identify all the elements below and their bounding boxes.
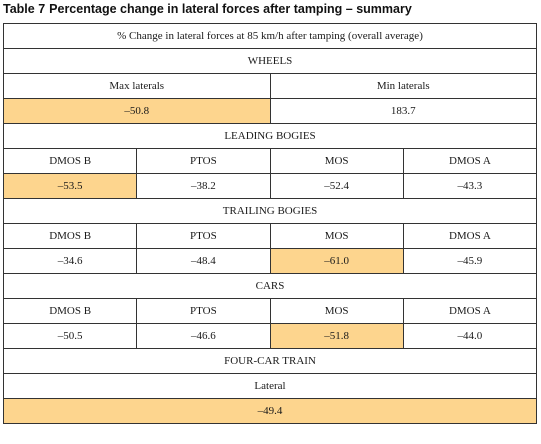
cars-value-ptos: –46.6	[136, 323, 271, 349]
wheels-value-min-laterals: 183.7	[269, 98, 537, 124]
trailing-col-dmos-b: DMOS B	[2, 223, 138, 249]
wheels-values-row: –50.8 183.7	[3, 98, 537, 124]
leading-value-mos: –52.4	[269, 173, 404, 199]
trailing-value-mos: –61.0	[269, 248, 404, 274]
table-header-cell: % Change in lateral forces at 85 km/h af…	[3, 23, 537, 49]
four-car-train-column-row: Lateral	[3, 373, 537, 399]
trailing-bogies-columns-row: DMOS B PTOS MOS DMOS A	[2, 223, 538, 249]
wheels-col-max-laterals: Max laterals	[3, 73, 271, 99]
wheels-heading-row: WHEELS	[3, 48, 537, 74]
cars-value-mos: –51.8	[269, 323, 404, 349]
cars-value-dmos-b: –50.5	[2, 323, 138, 349]
four-car-train-heading-row: FOUR-CAR TRAIN	[3, 348, 537, 374]
leading-col-mos: MOS	[269, 148, 404, 174]
cars-heading-row: CARS	[3, 273, 537, 299]
trailing-col-ptos: PTOS	[136, 223, 271, 249]
four-car-train-heading: FOUR-CAR TRAIN	[3, 348, 537, 374]
table-header-row: % Change in lateral forces at 85 km/h af…	[3, 23, 537, 49]
four-car-train-value-row: –49.4	[3, 398, 537, 424]
leading-bogies-columns-row: DMOS B PTOS MOS DMOS A	[2, 148, 538, 174]
trailing-value-dmos-a: –45.9	[402, 248, 538, 274]
wheels-columns-row: Max laterals Min laterals	[3, 73, 537, 99]
cars-heading: CARS	[3, 273, 537, 299]
wheels-col-min-laterals: Min laterals	[269, 73, 537, 99]
cars-col-mos: MOS	[269, 298, 404, 324]
trailing-col-dmos-a: DMOS A	[402, 223, 538, 249]
leading-bogies-heading-row: LEADING BOGIES	[3, 123, 537, 149]
trailing-value-ptos: –48.4	[136, 248, 271, 274]
leading-col-ptos: PTOS	[136, 148, 271, 174]
leading-col-dmos-a: DMOS A	[402, 148, 538, 174]
table-number: Table 7	[3, 2, 46, 16]
leading-value-dmos-a: –43.3	[402, 173, 538, 199]
cars-value-dmos-a: –44.0	[402, 323, 538, 349]
four-car-train-col-lateral: Lateral	[3, 373, 537, 399]
trailing-bogies-heading: TRAILING BOGIES	[3, 198, 537, 224]
summary-table: % Change in lateral forces at 85 km/h af…	[2, 23, 538, 424]
trailing-bogies-values-row: –34.6 –48.4 –61.0 –45.9	[2, 248, 538, 274]
wheels-value-max-laterals: –50.8	[3, 98, 271, 124]
trailing-col-mos: MOS	[269, 223, 404, 249]
wheels-heading: WHEELS	[3, 48, 537, 74]
four-car-train-value-lateral: –49.4	[3, 398, 537, 424]
leading-value-ptos: –38.2	[136, 173, 271, 199]
cars-col-dmos-a: DMOS A	[402, 298, 538, 324]
table-title: Percentage change in lateral forces afte…	[49, 2, 412, 16]
cars-col-dmos-b: DMOS B	[2, 298, 138, 324]
leading-col-dmos-b: DMOS B	[2, 148, 138, 174]
cars-col-ptos: PTOS	[136, 298, 271, 324]
trailing-value-dmos-b: –34.6	[2, 248, 138, 274]
cars-columns-row: DMOS B PTOS MOS DMOS A	[2, 298, 538, 324]
table-caption: Table 7 Percentage change in lateral forc…	[3, 2, 412, 16]
leading-bogies-values-row: –53.5 –38.2 –52.4 –43.3	[2, 173, 538, 199]
leading-value-dmos-b: –53.5	[2, 173, 138, 199]
trailing-bogies-heading-row: TRAILING BOGIES	[3, 198, 537, 224]
cars-values-row: –50.5 –46.6 –51.8 –44.0	[2, 323, 538, 349]
leading-bogies-heading: LEADING BOGIES	[3, 123, 537, 149]
